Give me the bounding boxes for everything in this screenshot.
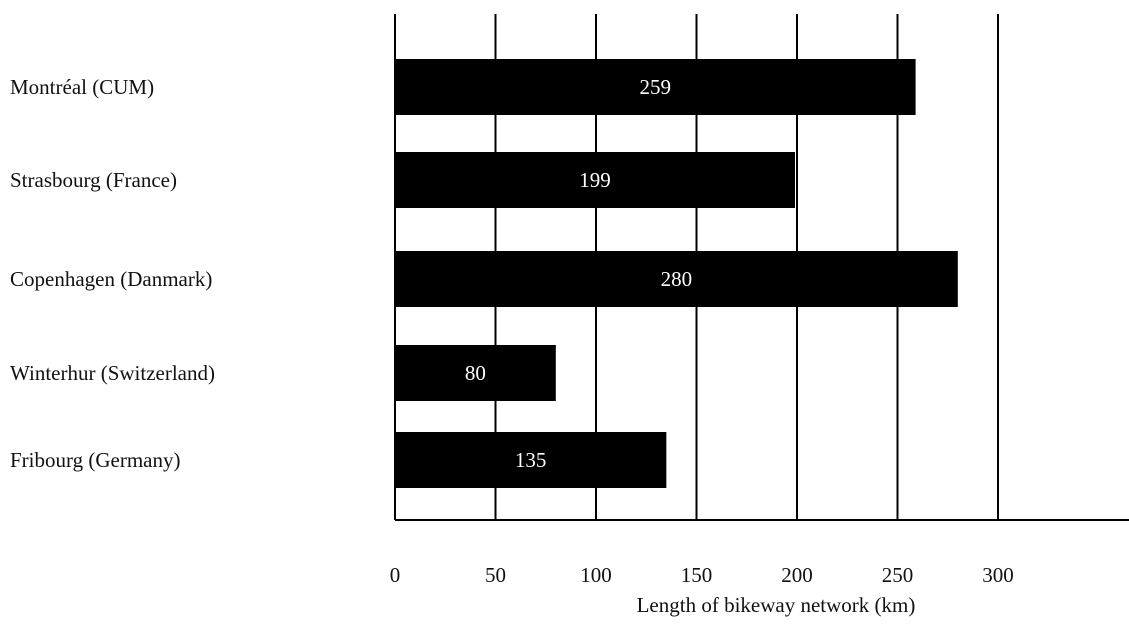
bar-1 — [395, 152, 795, 208]
x-tick-label-0: 0 — [390, 563, 401, 587]
x-axis-title: Length of bikeway network (km) — [637, 593, 916, 617]
bars — [395, 59, 958, 488]
bar-value-label-0: 259 — [640, 75, 672, 99]
bar-3 — [395, 345, 556, 401]
x-tick-label-300: 300 — [982, 563, 1014, 587]
bar-4 — [395, 432, 667, 488]
category-label-3: Winterhur (Switzerland) — [10, 361, 215, 385]
bar-value-label-1: 199 — [579, 168, 611, 192]
x-tick-label-50: 50 — [485, 563, 506, 587]
category-label-4: Fribourg (Germany) — [10, 448, 181, 472]
bar-2 — [395, 251, 958, 307]
bar-value-label-2: 280 — [661, 267, 693, 291]
bar-value-label-3: 80 — [465, 361, 486, 385]
x-tick-label-150: 150 — [681, 563, 713, 587]
bar-labels: 259 199 280 80 135 — [465, 75, 692, 472]
bar-0 — [395, 59, 916, 115]
x-tick-label-250: 250 — [882, 563, 914, 587]
category-labels: Montréal (CUM) Strasbourg (France) Copenha… — [10, 75, 215, 472]
category-label-1: Strasbourg (France) — [10, 168, 177, 192]
bar-value-label-4: 135 — [515, 448, 547, 472]
x-tick-label-200: 200 — [781, 563, 813, 587]
category-label-2: Copenhagen (Danmark) — [10, 267, 212, 291]
x-tick-labels: 0 50 100 150 200 250 300 — [390, 563, 1014, 587]
x-tick-label-100: 100 — [580, 563, 612, 587]
category-label-0: Montréal (CUM) — [10, 75, 154, 99]
